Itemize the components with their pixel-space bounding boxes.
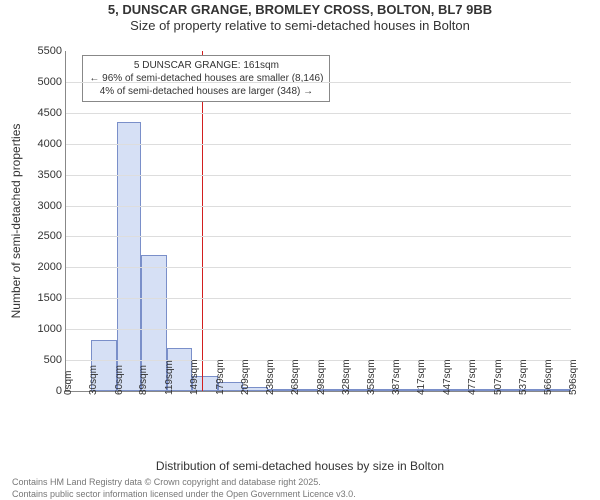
x-tick-label: 358sqm xyxy=(366,359,377,395)
y-tick-label: 2500 xyxy=(38,230,62,242)
x-tick-label: 238sqm xyxy=(265,359,276,395)
x-tick-label: 0sqm xyxy=(63,371,74,395)
gridline xyxy=(66,206,571,207)
plot-area: 5 DUNSCAR GRANGE: 161sqm ← 96% of semi-d… xyxy=(65,51,571,392)
x-tick-label: 387sqm xyxy=(391,359,402,395)
y-tick-label: 1000 xyxy=(38,323,62,335)
x-tick-label: 328sqm xyxy=(341,359,352,395)
credit-line1: Contains HM Land Registry data © Crown c… xyxy=(12,477,588,489)
y-axis-label: Number of semi-detached properties xyxy=(9,124,23,319)
gridline xyxy=(66,144,571,145)
page-title-line1: 5, DUNSCAR GRANGE, BROMLEY CROSS, BOLTON… xyxy=(0,2,600,17)
histogram-bars xyxy=(66,51,571,391)
x-tick-label: 447sqm xyxy=(442,359,453,395)
x-tick-label: 30sqm xyxy=(88,365,99,395)
y-tick-label: 4000 xyxy=(38,138,62,150)
y-tick-label: 1500 xyxy=(38,292,62,304)
x-tick-label: 268sqm xyxy=(290,359,301,395)
y-tick-label: 5500 xyxy=(38,45,62,57)
x-tick-label: 209sqm xyxy=(240,359,251,395)
y-tick-label: 0 xyxy=(56,385,62,397)
y-tick-label: 3000 xyxy=(38,200,62,212)
x-tick-label: 179sqm xyxy=(215,359,226,395)
callout-line2: ← 96% of semi-detached houses are smalle… xyxy=(89,72,323,85)
x-tick-label: 566sqm xyxy=(543,359,554,395)
x-tick-label: 507sqm xyxy=(493,359,504,395)
y-tick-label: 3500 xyxy=(38,169,62,181)
chart-area: Number of semi-detached properties 5 DUN… xyxy=(10,37,590,457)
histogram-bar xyxy=(117,122,142,391)
gridline xyxy=(66,82,571,83)
y-tick-label: 2000 xyxy=(38,261,62,273)
x-tick-label: 537sqm xyxy=(518,359,529,395)
x-tick-label: 149sqm xyxy=(189,359,200,395)
x-tick-label: 89sqm xyxy=(138,365,149,395)
x-tick-label: 60sqm xyxy=(114,365,125,395)
gridline xyxy=(66,329,571,330)
gridline xyxy=(66,298,571,299)
callout-line3: 4% of semi-detached houses are larger (3… xyxy=(89,85,323,98)
x-tick-label: 417sqm xyxy=(416,359,427,395)
callout-box: 5 DUNSCAR GRANGE: 161sqm ← 96% of semi-d… xyxy=(82,55,330,102)
callout-line1: 5 DUNSCAR GRANGE: 161sqm xyxy=(89,59,323,72)
credit-line2: Contains public sector information licen… xyxy=(12,489,588,500)
x-tick-label: 119sqm xyxy=(164,360,175,395)
x-tick-label: 477sqm xyxy=(467,359,478,395)
page-title-line2: Size of property relative to semi-detach… xyxy=(0,18,600,33)
marker-line xyxy=(202,51,203,391)
gridline xyxy=(66,175,571,176)
x-axis-label: Distribution of semi-detached houses by … xyxy=(0,459,600,473)
y-tick-label: 4500 xyxy=(38,107,62,119)
y-tick-label: 5000 xyxy=(38,76,62,88)
gridline xyxy=(66,236,571,237)
y-tick-label: 500 xyxy=(44,354,62,366)
x-tick-label: 298sqm xyxy=(316,359,327,395)
gridline xyxy=(66,267,571,268)
x-tick-label: 596sqm xyxy=(568,359,579,395)
gridline xyxy=(66,113,571,114)
